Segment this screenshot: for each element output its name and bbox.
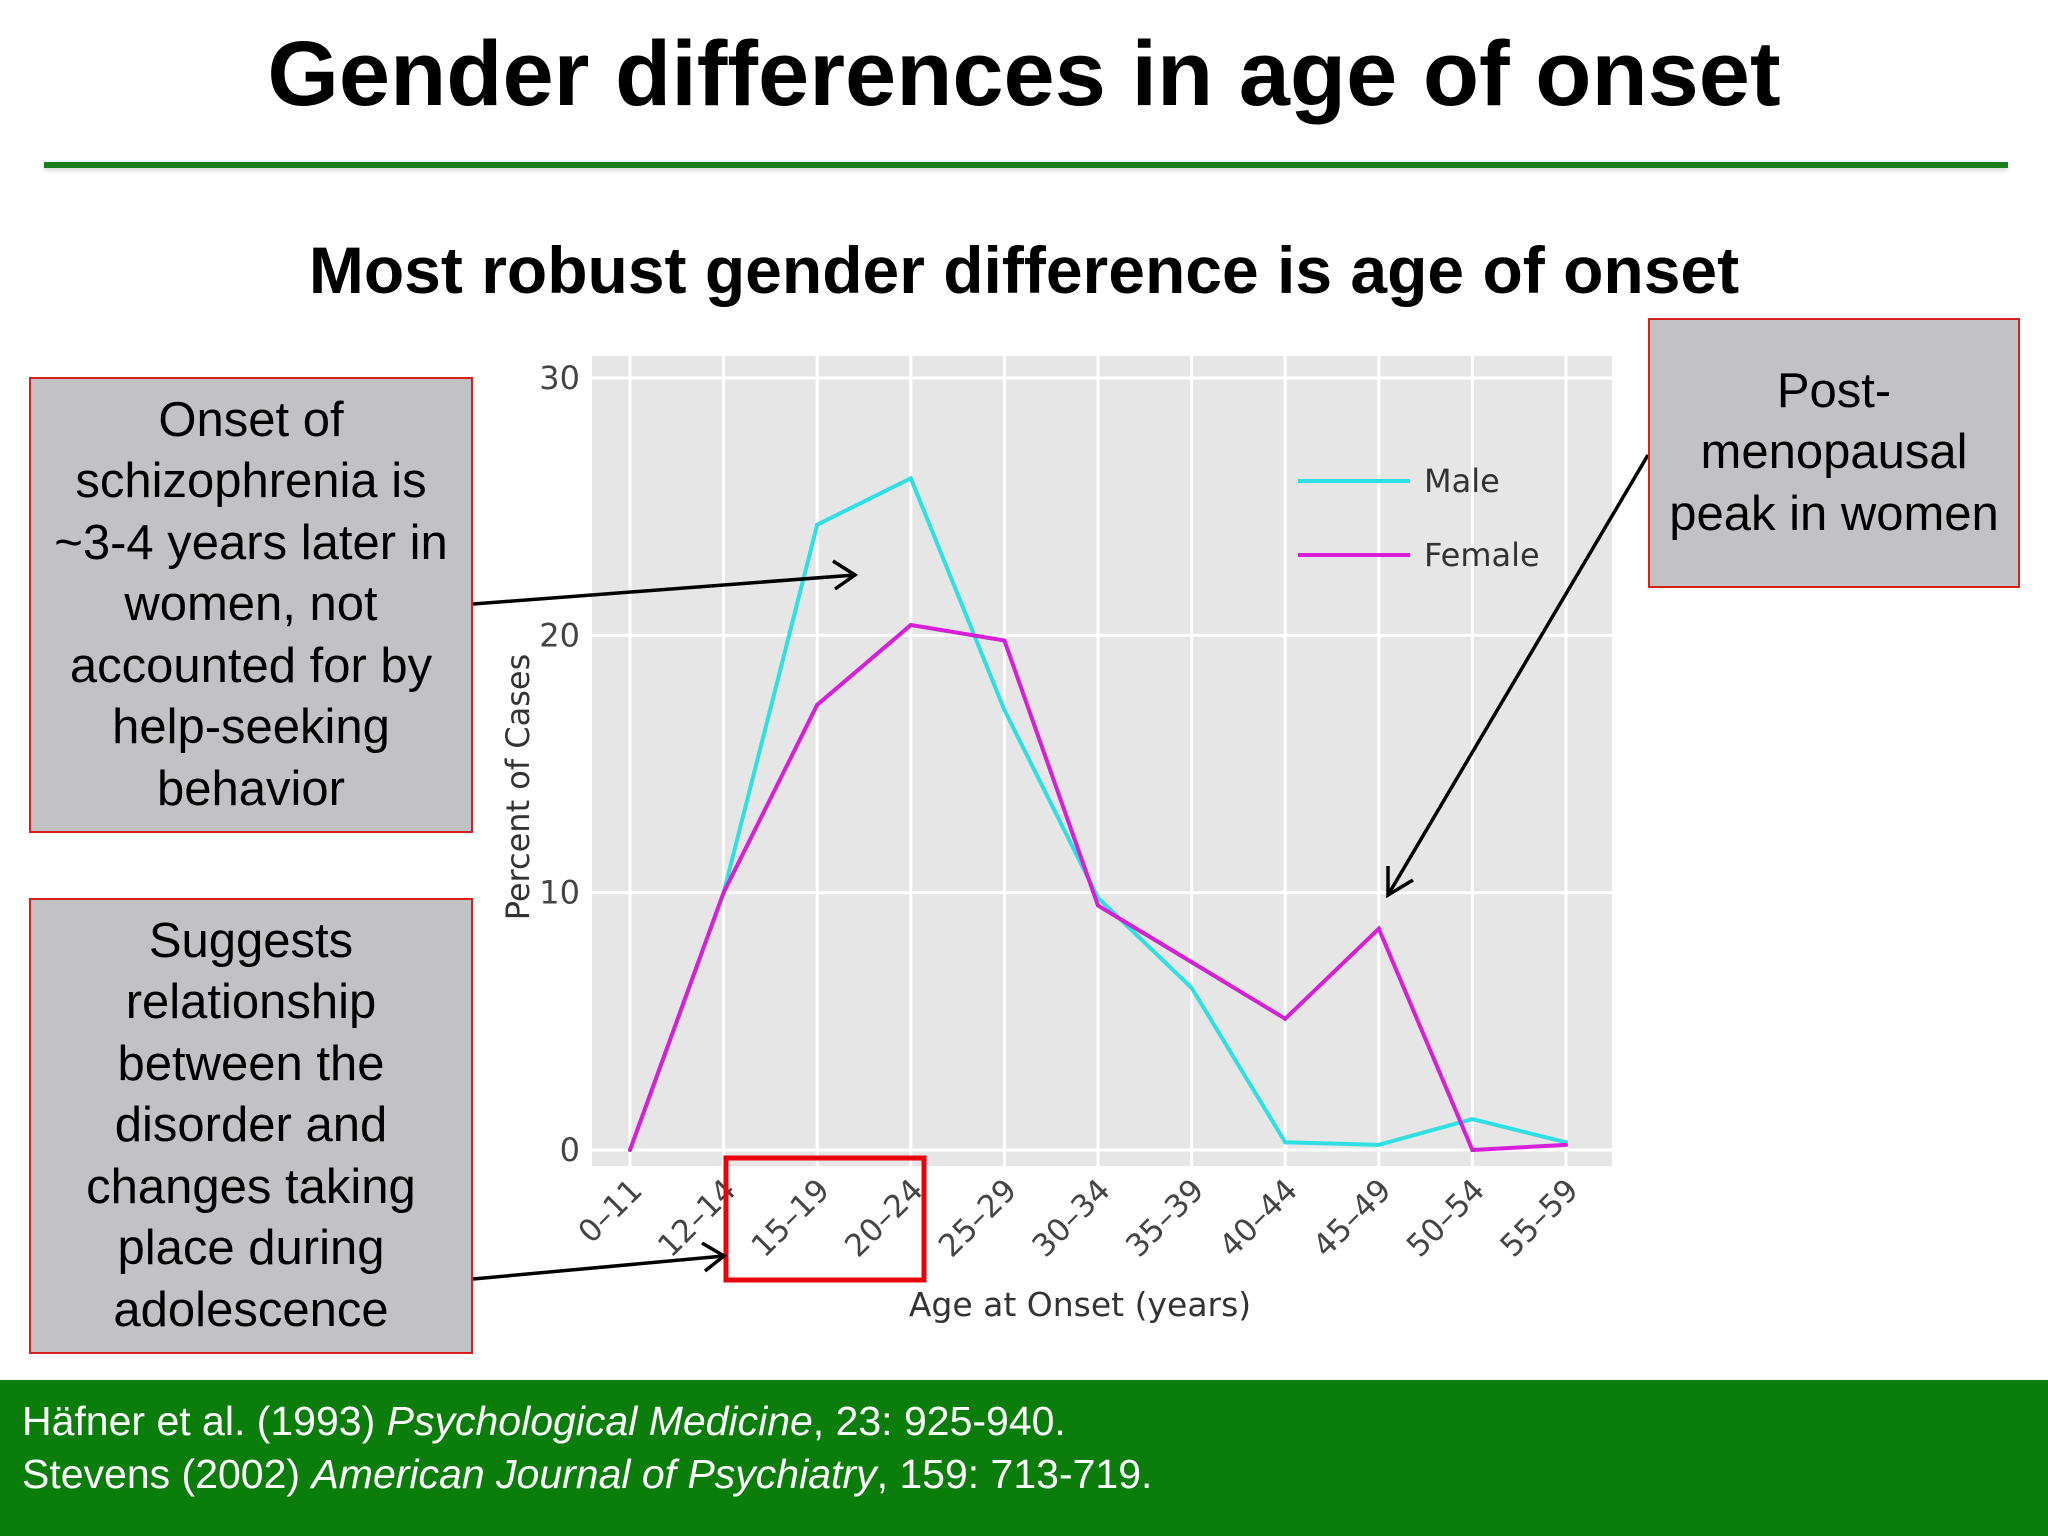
data-point-female bbox=[908, 623, 913, 628]
y-tick-labels: 0 10 20 30 bbox=[539, 359, 580, 1169]
legend-female-label: Female bbox=[1424, 536, 1540, 574]
x-tick-label: 30–34 bbox=[1025, 1172, 1117, 1264]
grid-lines bbox=[592, 356, 1612, 1166]
arrow-adolescence bbox=[472, 1254, 725, 1281]
data-point-female bbox=[1470, 1148, 1475, 1152]
ref-1-citation: , 23: 925-940. bbox=[812, 1398, 1066, 1444]
callout-later-onset-women: Onset of schizophrenia is ~3-4 years lat… bbox=[29, 377, 473, 833]
slide-title: Gender differences in age of onset bbox=[267, 23, 1781, 125]
callout-postmenopausal-peak: Post-menopausal peak in women bbox=[1648, 318, 2020, 588]
data-point-male bbox=[1283, 1140, 1288, 1145]
legend-male-label: Male bbox=[1424, 462, 1500, 500]
reference-hafner: Häfner et al. (1993) Psychological Medic… bbox=[22, 1398, 1066, 1445]
y-tick-label: 0 bbox=[560, 1131, 580, 1169]
series-lines bbox=[628, 475, 1568, 1153]
data-point-male bbox=[815, 522, 820, 527]
ref-2-authors: Stevens (2002) bbox=[22, 1451, 312, 1497]
slide-subtitle: Most robust gender difference is age of … bbox=[308, 233, 1740, 307]
arrow-adolescence-head bbox=[701, 1241, 728, 1273]
age-of-onset-chart: 0 10 20 30 0–11 12–14 15–19 20–24 25–29 30–34 35–… bbox=[472, 356, 1650, 1324]
data-point-female bbox=[1564, 1142, 1568, 1147]
x-tick-label: 20–24 bbox=[838, 1172, 930, 1264]
y-axis-label: Percent of Cases bbox=[499, 654, 537, 921]
x-tick-label: 45–49 bbox=[1306, 1172, 1398, 1264]
data-point-female bbox=[1002, 638, 1007, 643]
arrow-onset bbox=[472, 573, 856, 606]
data-point-female bbox=[815, 702, 820, 707]
data-point-male bbox=[1189, 985, 1194, 990]
legend: Male Female bbox=[1298, 462, 1540, 574]
arrow-postmenopausal-head bbox=[1386, 866, 1414, 899]
data-point-female bbox=[1283, 1016, 1288, 1021]
ref-2-citation: , 159: 713-719. bbox=[876, 1451, 1153, 1497]
ref-1-authors: Häfner et al. (1993) bbox=[22, 1398, 387, 1444]
x-tick-label: 0–11 bbox=[571, 1172, 649, 1250]
callout-onset-text: Onset of schizophrenia is ~3-4 years lat… bbox=[54, 392, 448, 816]
reference-stevens: Stevens (2002) American Journal of Psych… bbox=[22, 1451, 1152, 1498]
data-point-male bbox=[1376, 1142, 1381, 1147]
title-divider bbox=[44, 162, 2008, 168]
highlight-box-adolescence bbox=[723, 1155, 927, 1283]
y-tick-label: 10 bbox=[539, 874, 580, 912]
callout-adolescence-text: Suggests relationship between the disord… bbox=[86, 913, 416, 1337]
x-tick-label: 55–59 bbox=[1493, 1172, 1585, 1264]
ref-1-journal: Psychological Medicine bbox=[386, 1398, 813, 1444]
x-tick-label: 12–14 bbox=[651, 1172, 743, 1264]
data-point-female bbox=[721, 890, 726, 895]
x-axis-label: Age at Onset (years) bbox=[909, 1285, 1251, 1324]
arrow-onset-head bbox=[832, 559, 859, 591]
data-point-male bbox=[1470, 1117, 1475, 1122]
data-point-male bbox=[1002, 707, 1007, 712]
x-tick-label: 40–44 bbox=[1213, 1172, 1305, 1264]
arrow-postmenopausal bbox=[1386, 454, 1650, 896]
plot-area bbox=[592, 356, 1612, 1166]
x-tick-label: 50–54 bbox=[1400, 1172, 1492, 1264]
data-point-female bbox=[628, 1148, 632, 1152]
x-tick-label: 35–39 bbox=[1119, 1172, 1211, 1264]
x-tick-label: 15–19 bbox=[745, 1172, 837, 1264]
x-tick-label: 25–29 bbox=[932, 1172, 1024, 1264]
callout-adolescence: Suggests relationship between the disord… bbox=[29, 898, 473, 1354]
ref-2-journal: American Journal of Psychiatry bbox=[311, 1451, 877, 1497]
callout-arrows bbox=[472, 454, 1650, 1281]
data-point-female bbox=[1376, 926, 1381, 931]
callout-postmenopausal-text: Post-menopausal peak in women bbox=[1669, 363, 1999, 541]
y-tick-label: 20 bbox=[539, 616, 580, 654]
data-point-male bbox=[908, 476, 913, 481]
y-tick-label: 30 bbox=[539, 359, 580, 397]
data-point-female bbox=[1189, 960, 1194, 965]
references-footer bbox=[0, 1380, 2048, 1536]
data-point-female bbox=[1096, 903, 1100, 908]
